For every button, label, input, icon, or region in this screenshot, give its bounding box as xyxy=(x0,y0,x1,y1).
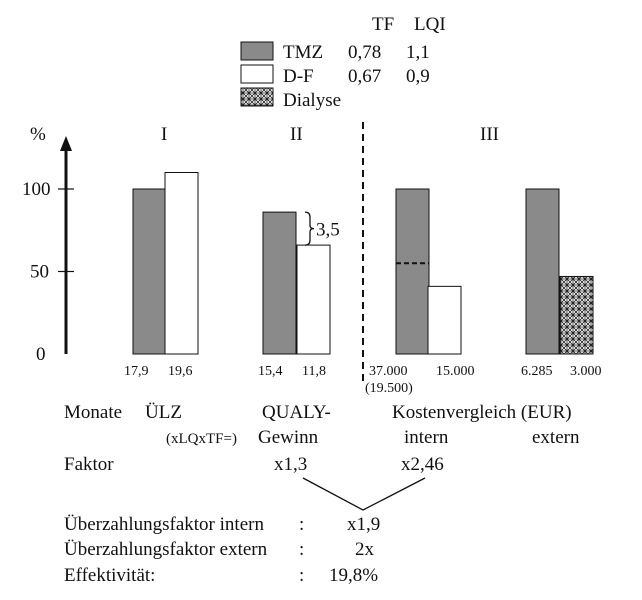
y-tick-label-0: 0 xyxy=(36,344,46,365)
legend-tf-df: 0,67 xyxy=(348,66,381,87)
group-label-i: I xyxy=(161,124,167,145)
bar-label-ii-df: 11,8 xyxy=(302,364,326,379)
y-tick-label-100: 100 xyxy=(22,179,51,200)
group-label-ii: II xyxy=(290,124,303,145)
bar-label-iii-extern-tmz: 6.285 xyxy=(521,364,553,379)
legend-swatch-tmz xyxy=(240,41,274,61)
summary-value-effektivitaet: 19,8% xyxy=(329,565,378,586)
legend-lqi-tmz: 1,1 xyxy=(406,42,430,63)
legend-swatch-df xyxy=(240,64,274,84)
summary-value-intern: x1,9 xyxy=(347,514,380,535)
bar-sublabel-iii-intern-tmz: (19.500) xyxy=(365,381,413,396)
bar-ii-tmz xyxy=(262,211,297,355)
legend-tf-tmz: 0,78 xyxy=(348,42,381,63)
bar-label-i-df: 19,6 xyxy=(168,364,193,379)
summary-label-intern: Überzahlungsfaktor intern xyxy=(64,514,264,535)
info-formula: (xLQxTF=) xyxy=(166,431,237,447)
info-faktor-qualy: x1,3 xyxy=(274,454,307,475)
summary-value-extern: 2x xyxy=(355,539,375,560)
info-intern: intern xyxy=(404,427,449,448)
legend-header-lqi: LQI xyxy=(414,14,446,35)
info-faktor-kosten: x2,46 xyxy=(401,454,444,475)
legend: TF LQI TMZ 0,78 1,1 D-F 0,67 0,9 Dialyse xyxy=(240,14,446,111)
summary-colon-effektivitaet: : xyxy=(299,565,304,586)
legend-lqi-df: 0,9 xyxy=(406,66,430,87)
group-label-iii: III xyxy=(480,124,499,145)
legend-label-dialyse: Dialyse xyxy=(283,90,341,111)
legend-header-tf: TF xyxy=(372,14,394,35)
summary-label-effektivitaet: Effektivität: xyxy=(64,565,155,586)
bars xyxy=(132,172,594,355)
summary-block: Überzahlungsfaktor intern : x1,9 Überzah… xyxy=(64,514,380,586)
bar-iii-extern-dialyse xyxy=(559,275,594,355)
bar-i-df xyxy=(164,172,199,355)
summary-colon-intern: : xyxy=(299,514,304,535)
info-block: Monate ÜLZ QUALY- Kostenvergleich (EUR) … xyxy=(64,402,580,511)
info-monate: Monate xyxy=(64,402,122,423)
bar-label-iii-intern-tmz: 37.000 xyxy=(369,364,408,379)
info-qualy: QUALY- xyxy=(262,402,331,423)
legend-label-df: D-F xyxy=(283,66,314,87)
bar-i-tmz xyxy=(132,188,166,355)
y-axis: % 100 50 0 xyxy=(22,124,74,365)
y-axis-unit: % xyxy=(30,124,46,145)
y-axis-arrowhead xyxy=(60,136,72,151)
bar-iii-extern-tmz xyxy=(525,188,560,355)
legend-label-tmz: TMZ xyxy=(283,42,323,63)
info-uelz: ÜLZ xyxy=(145,402,182,423)
info-kosten: Kostenvergleich (EUR) xyxy=(392,402,572,423)
bar-iii-intern-tmz xyxy=(395,188,430,355)
bar-label-i-tmz: 17,9 xyxy=(124,364,149,379)
summary-label-extern: Überzahlungsfaktor extern xyxy=(64,539,268,560)
difference-bracket-label: 3,5 xyxy=(316,220,340,241)
y-tick-label-50: 50 xyxy=(30,262,49,283)
bar-label-iii-extern-dialyse: 3.000 xyxy=(570,364,602,379)
bar-ii-df xyxy=(296,244,331,355)
difference-bracket xyxy=(304,211,315,246)
bar-label-ii-tmz: 15,4 xyxy=(258,364,283,379)
info-gewinn: Gewinn xyxy=(258,427,319,448)
info-faktor: Faktor xyxy=(64,454,114,475)
bar-iii-intern-df xyxy=(427,285,462,355)
bar-label-iii-intern-df: 15.000 xyxy=(436,364,475,379)
summary-colon-extern: : xyxy=(299,539,304,560)
info-extern: extern xyxy=(532,427,580,448)
legend-swatch-dialyse xyxy=(240,87,274,107)
faktor-merge-lines xyxy=(302,477,426,511)
